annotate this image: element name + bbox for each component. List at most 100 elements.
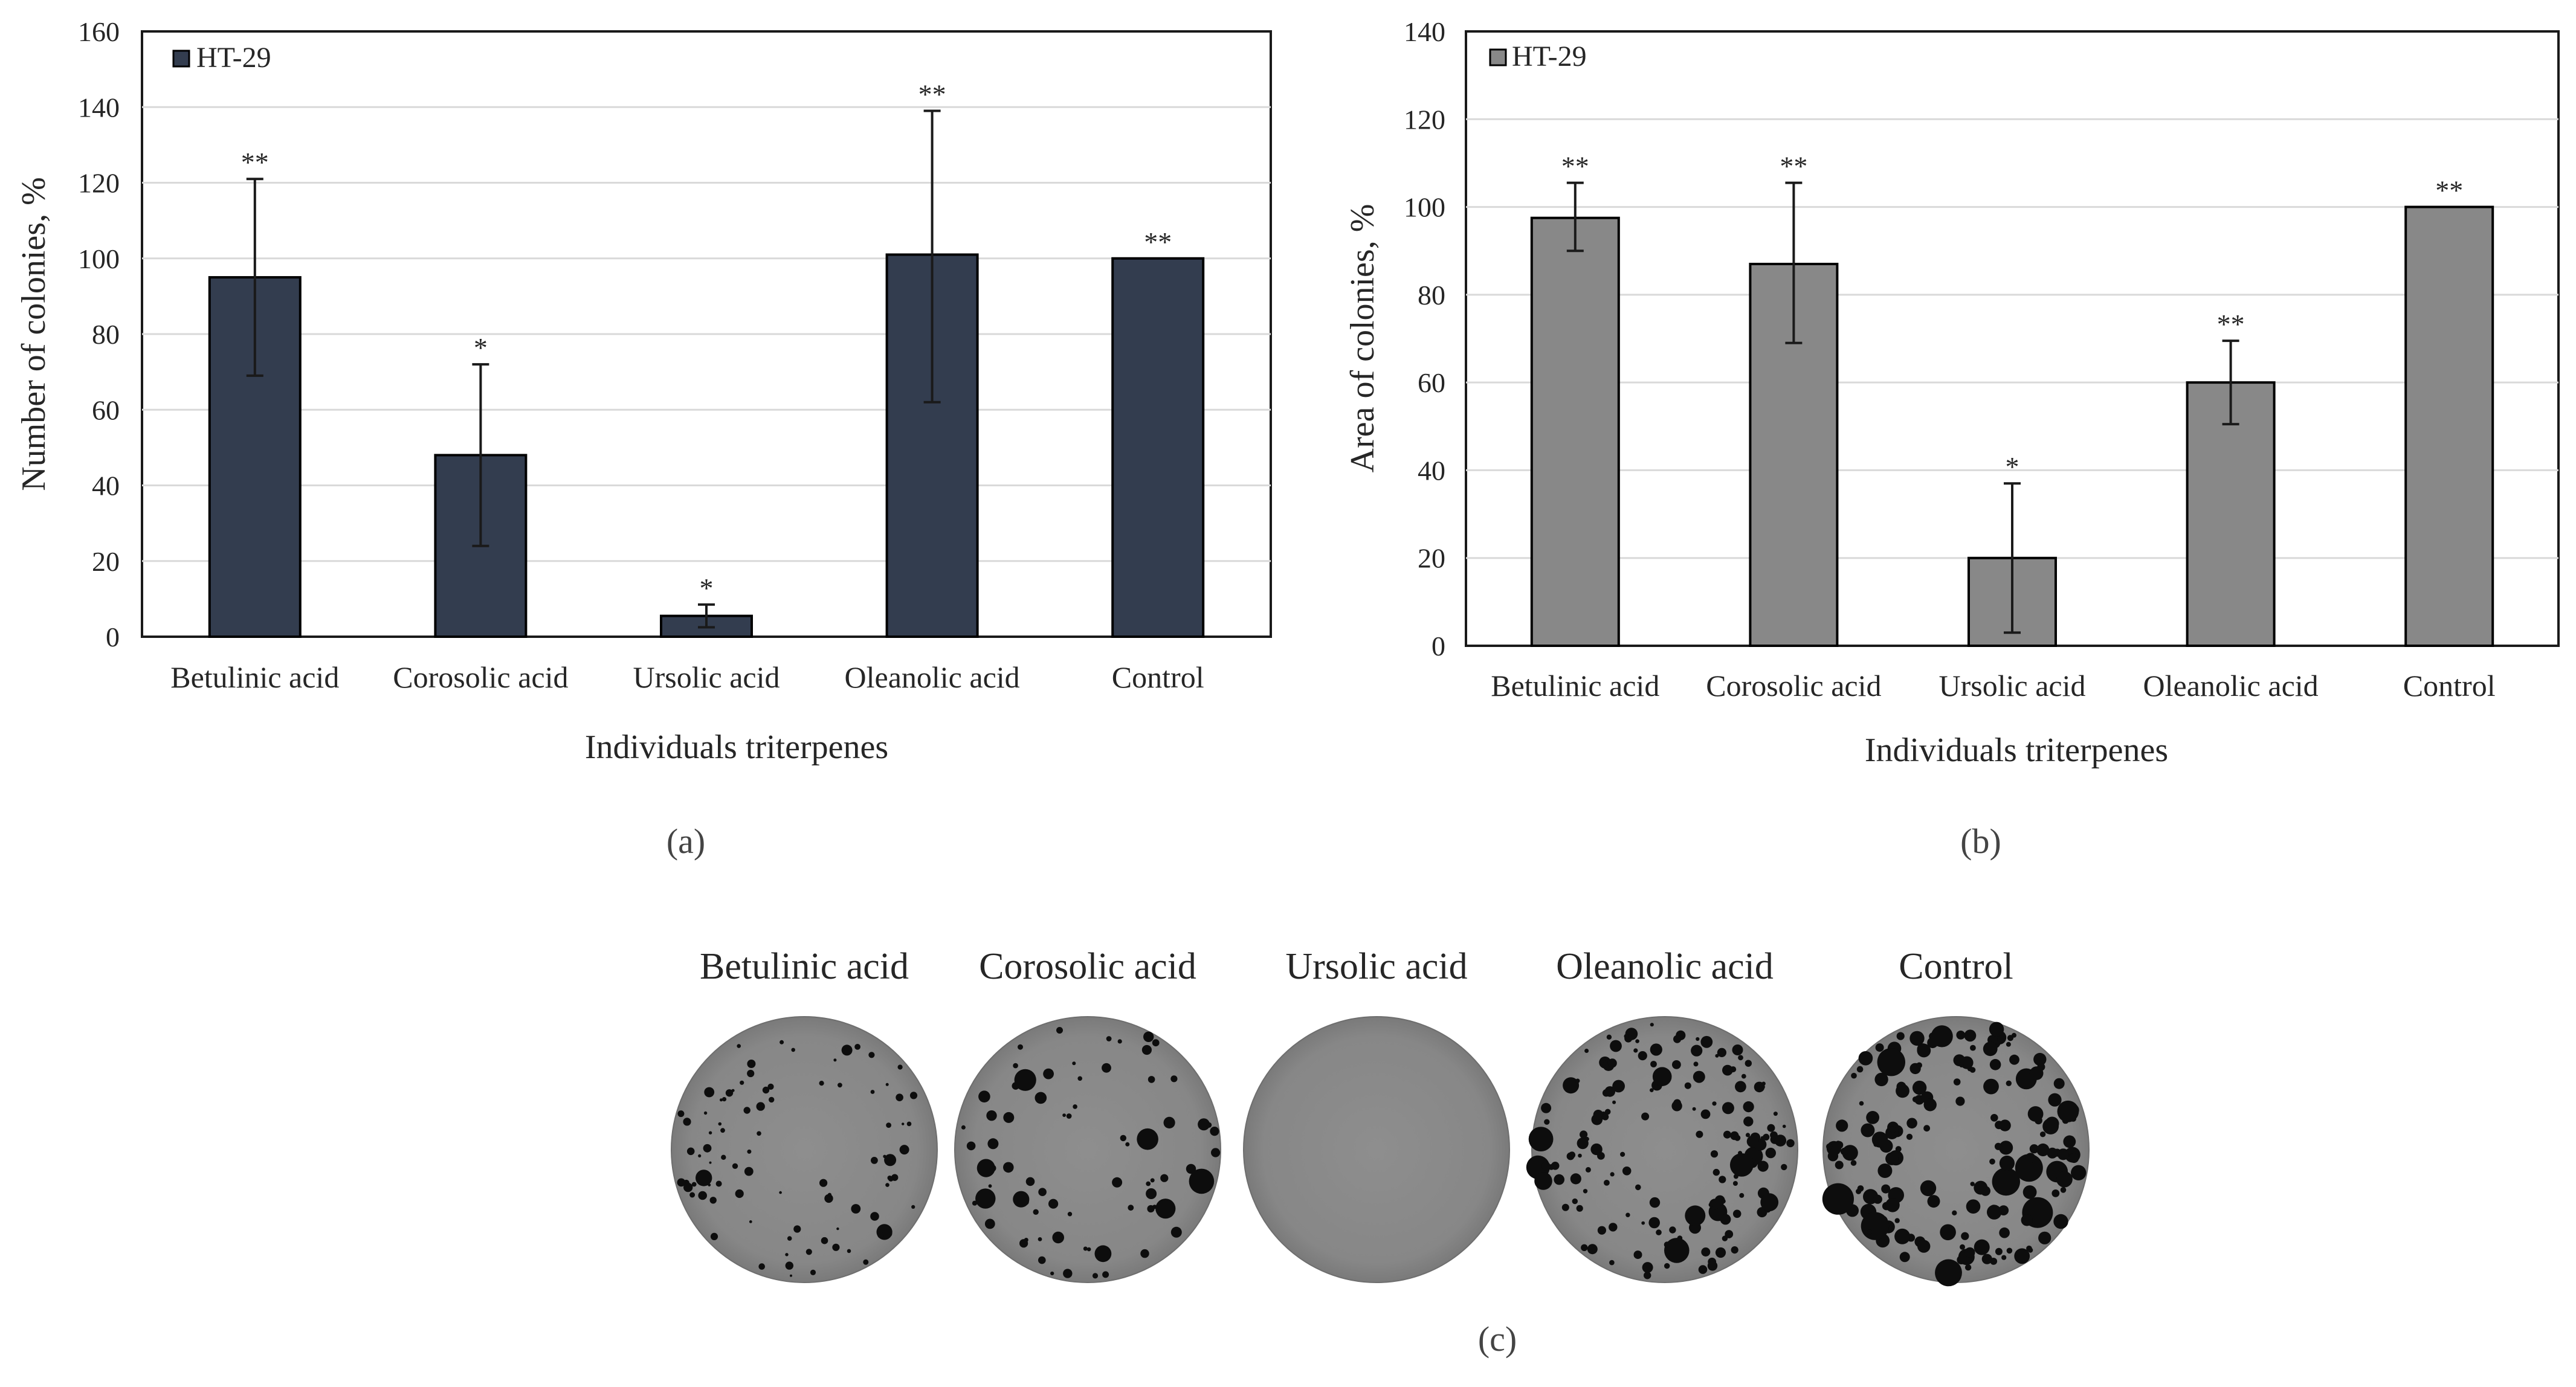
colony-dot: [1163, 1116, 1175, 1128]
colony-dot: [2025, 1153, 2036, 1163]
colony-dot: [737, 1044, 741, 1048]
colony-dot: [1700, 1035, 1713, 1048]
colony-dot: [677, 1178, 686, 1187]
colony-dot: [1955, 1096, 1965, 1106]
colony-dot: [696, 1170, 712, 1186]
colony-dot: [732, 1163, 738, 1170]
colony-dot: [2039, 1131, 2046, 1138]
colony-dot: [1861, 1123, 1875, 1138]
colony-dot: [1609, 1223, 1618, 1232]
colony-dot: [1633, 1048, 1638, 1053]
colony-dot: [1014, 1069, 1036, 1091]
colony-dot: [1528, 1127, 1554, 1151]
colony-dot: [1102, 1271, 1109, 1278]
colony-dot: [1859, 1101, 1864, 1106]
colony-dot: [1894, 1228, 1911, 1244]
colony-dot: [720, 1098, 723, 1102]
colony-dot: [2033, 1052, 2047, 1066]
colony-dot: [793, 1225, 801, 1233]
chart-a-y-tick-label: 60: [92, 394, 120, 425]
colony-dot: [847, 1249, 851, 1253]
colony-dot: [1033, 1209, 1039, 1215]
colony-dot: [698, 1191, 707, 1200]
chart-a-panel-label: (a): [667, 822, 705, 861]
colony-dot: [1746, 1135, 1759, 1148]
colony-dot: [1763, 1133, 1770, 1141]
colony-dot: [1923, 1125, 1931, 1132]
colony-dot: [1875, 1043, 1884, 1052]
colony-dot: [1606, 1034, 1612, 1040]
colony-dot: [1867, 1229, 1873, 1235]
colony-dot: [1895, 1146, 1902, 1153]
colony-dot: [1732, 1181, 1738, 1186]
colony-dot: [1738, 1055, 1743, 1061]
colony-dot: [1561, 1203, 1569, 1211]
chart-b-y-tick-label: 80: [1418, 280, 1445, 311]
chart-a-category-label: Ursolic acid: [633, 660, 780, 694]
colony-dot: [1607, 1058, 1617, 1068]
colony-dot: [1765, 1147, 1776, 1159]
colony-dot: [1117, 1039, 1122, 1044]
colony-dot: [2069, 1153, 2079, 1163]
colony-dot: [2051, 1189, 2060, 1197]
colony-dot: [1722, 1102, 1734, 1115]
colony-dot: [1672, 1060, 1681, 1069]
colony-dot: [827, 1192, 831, 1197]
chart-a-legend: HT-29: [172, 42, 271, 74]
colony-dot: [791, 1047, 795, 1052]
colony-dot: [689, 1192, 696, 1198]
colony-dot: [851, 1204, 861, 1214]
colony-dot: [756, 1102, 765, 1111]
colony-dot: [1720, 1214, 1731, 1225]
colony-dot: [1840, 1147, 1848, 1156]
colony-dot: [2006, 1041, 2011, 1047]
colony-dot: [1052, 1231, 1064, 1244]
colony-dot: [1730, 1131, 1739, 1141]
colony-dot: [2014, 1248, 2030, 1264]
colony-dot: [785, 1253, 789, 1257]
colony-dot: [976, 1159, 995, 1177]
colony-dot: [1650, 1023, 1654, 1027]
petri-dish: [1243, 1016, 1510, 1283]
colony-dot: [1722, 1235, 1728, 1241]
colony-dot: [1717, 1047, 1726, 1057]
chart-a-y-tick-label: 20: [92, 546, 120, 577]
colony-dot: [2006, 1247, 2013, 1254]
colony-dot: [2038, 1231, 2051, 1244]
colony-dot: [1822, 1183, 1854, 1215]
colony-dot: [2021, 1214, 2033, 1226]
colony-dot: [819, 1179, 828, 1187]
colony-dot: [1693, 1061, 1699, 1067]
colony-dot: [1912, 1080, 1927, 1095]
colony-dot: [1140, 1249, 1149, 1258]
chart-b-category-label: Corosolic acid: [1706, 669, 1881, 703]
colony-dot: [1960, 1244, 1965, 1250]
colony-dot: [718, 1122, 722, 1126]
colony-dot: [1974, 1180, 1988, 1195]
colony-dot: [1874, 1072, 1888, 1087]
colony-dot: [1881, 1184, 1891, 1194]
colony-dot: [841, 1044, 853, 1056]
colony-dot: [1729, 1153, 1754, 1177]
colony-dot: [972, 1200, 978, 1206]
colony-dot: [1077, 1076, 1082, 1081]
chart-b-error-bars: [1566, 181, 2239, 634]
colony-dot: [1861, 1212, 1890, 1240]
colony-dot: [1731, 1246, 1738, 1254]
colony-dot: [1581, 1244, 1588, 1251]
chart-b-bar: [2186, 381, 2276, 648]
colony-dot: [1013, 1191, 1030, 1208]
chart-a-significance-marks: ********: [241, 79, 1172, 603]
colony-dot: [1923, 1098, 1937, 1112]
colony-dot: [1708, 1202, 1713, 1208]
colony-dot: [1851, 1072, 1857, 1079]
colony-dot: [785, 1261, 794, 1270]
colony-dot: [1782, 1124, 1786, 1128]
colony-dot: [1671, 1101, 1682, 1112]
colony-dot: [1583, 1189, 1588, 1194]
colony-dot: [1584, 1049, 1589, 1053]
colony-dot: [899, 1145, 909, 1155]
colony-dot: [978, 1090, 990, 1102]
colony-dot: [747, 1149, 752, 1154]
chart-b-y-axis-title: Area of colonies, %: [1344, 204, 1381, 473]
